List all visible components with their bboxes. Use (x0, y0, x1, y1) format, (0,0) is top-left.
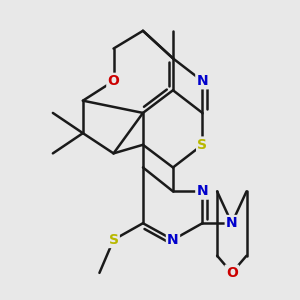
Text: O: O (226, 266, 238, 280)
Text: N: N (196, 184, 208, 198)
Text: O: O (108, 74, 119, 88)
Text: N: N (196, 74, 208, 88)
Text: N: N (226, 216, 238, 230)
Text: S: S (109, 233, 118, 247)
Text: N: N (167, 233, 179, 247)
Text: S: S (197, 138, 207, 152)
